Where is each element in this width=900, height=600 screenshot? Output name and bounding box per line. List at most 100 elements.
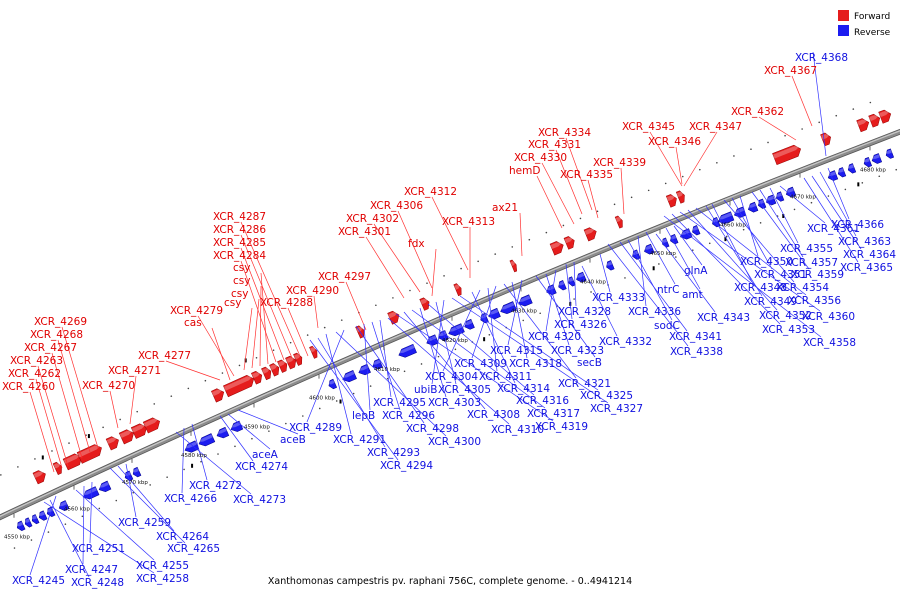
- reverse-gene-label[interactable]: XCR_4360: [802, 311, 855, 323]
- reverse-gene-label[interactable]: XCR_4368: [795, 52, 848, 64]
- reverse-gene-label[interactable]: XCR_4247: [65, 564, 118, 576]
- reverse-gene-label[interactable]: XCR_4304: [425, 371, 478, 383]
- forward-gene-label[interactable]: XCR_4312: [404, 186, 457, 198]
- reverse-gene-label[interactable]: XCR_4303: [428, 397, 481, 409]
- forward-gene-label[interactable]: XCR_4297: [318, 271, 371, 283]
- reverse-gene-label[interactable]: XCR_4348: [734, 282, 787, 294]
- forward-gene-label[interactable]: XCR_4290: [286, 285, 339, 297]
- reverse-gene-label[interactable]: XCR_4291: [333, 434, 386, 446]
- reverse-gene-label[interactable]: XCR_4245: [12, 575, 65, 587]
- forward-gene-label[interactable]: XCR_4302: [346, 213, 399, 225]
- reverse-gene-label[interactable]: XCR_4338: [670, 346, 723, 358]
- reverse-gene-label[interactable]: XCR_4359: [791, 269, 844, 281]
- forward-gene-label[interactable]: XCR_4284: [213, 250, 266, 262]
- forward-gene-label[interactable]: XCR_4270: [82, 380, 135, 392]
- reverse-gene-label[interactable]: aceA: [252, 449, 279, 461]
- reverse-gene-label[interactable]: XCR_4273: [233, 494, 286, 506]
- reverse-gene-label[interactable]: ntrC: [657, 284, 679, 296]
- reverse-gene-label[interactable]: XCR_4251: [72, 543, 125, 555]
- reverse-gene-label[interactable]: XCR_4358: [803, 337, 856, 349]
- forward-gene-label[interactable]: XCR_4279: [170, 305, 223, 317]
- reverse-gene-label[interactable]: XCR_4328: [558, 306, 611, 318]
- reverse-gene-label[interactable]: XCR_4361: [807, 223, 860, 235]
- forward-gene-label[interactable]: XCR_4330: [514, 152, 567, 164]
- forward-gene-label[interactable]: ax21: [492, 202, 518, 214]
- forward-gene-label[interactable]: hemD: [509, 165, 540, 177]
- reverse-gene-label[interactable]: XCR_4349: [744, 296, 797, 308]
- reverse-gene-label[interactable]: XCR_4353: [762, 324, 815, 336]
- reverse-gene-label[interactable]: XCR_4351: [754, 269, 807, 281]
- reverse-gene-label[interactable]: XCR_4264: [156, 531, 209, 543]
- forward-gene-label[interactable]: XCR_4301: [338, 226, 391, 238]
- reverse-gene-label[interactable]: glnA: [684, 265, 708, 277]
- reverse-gene-label[interactable]: XCR_4343: [697, 312, 750, 324]
- reverse-gene-label[interactable]: XCR_4323: [551, 345, 604, 357]
- reverse-gene-label[interactable]: XCR_4311: [479, 371, 532, 383]
- forward-gene-label[interactable]: XCR_4271: [108, 365, 161, 377]
- reverse-gene-label[interactable]: XCR_4365: [840, 262, 893, 274]
- forward-gene-label[interactable]: csy: [231, 288, 248, 300]
- reverse-gene-label[interactable]: XCR_4355: [780, 243, 833, 255]
- reverse-gene-label[interactable]: XCR_4317: [527, 408, 580, 420]
- reverse-gene-label[interactable]: XCR_4363: [838, 236, 891, 248]
- reverse-gene-label[interactable]: XCR_4336: [628, 306, 681, 318]
- forward-gene-label[interactable]: XCR_4267: [24, 342, 77, 354]
- reverse-gene-label[interactable]: XCR_4305: [438, 384, 491, 396]
- reverse-gene-label[interactable]: XCR_4354: [776, 282, 829, 294]
- reverse-gene-label[interactable]: XCR_4289: [289, 422, 342, 434]
- forward-gene-label[interactable]: XCR_4367: [764, 65, 817, 77]
- forward-gene-label[interactable]: XCR_4362: [731, 106, 784, 118]
- reverse-gene-label[interactable]: XCR_4357: [785, 257, 838, 269]
- reverse-gene-label[interactable]: XCR_4316: [516, 395, 569, 407]
- forward-gene-label[interactable]: XCR_4260: [2, 381, 55, 393]
- forward-gene-label[interactable]: XCR_4347: [689, 121, 742, 133]
- forward-gene-label[interactable]: XCR_4262: [8, 368, 61, 380]
- forward-gene-label[interactable]: XCR_4268: [30, 329, 83, 341]
- reverse-gene-label[interactable]: XCR_4341: [669, 331, 722, 343]
- reverse-gene-label[interactable]: XCR_4309: [454, 358, 507, 370]
- forward-gene-label[interactable]: XCR_4335: [560, 169, 613, 181]
- reverse-gene-label[interactable]: aceB: [280, 434, 306, 446]
- forward-gene-label[interactable]: XCR_4334: [538, 127, 591, 139]
- reverse-gene-label[interactable]: XCR_4308: [467, 409, 520, 421]
- forward-gene-label[interactable]: XCR_4287: [213, 211, 266, 223]
- forward-gene-label[interactable]: XCR_4269: [34, 316, 87, 328]
- reverse-gene-label[interactable]: XCR_4326: [554, 319, 607, 331]
- reverse-gene-label[interactable]: XCR_4272: [189, 480, 242, 492]
- reverse-gene-label[interactable]: XCR_4274: [235, 461, 288, 473]
- reverse-gene-label[interactable]: XCR_4258: [136, 573, 189, 585]
- reverse-gene-label[interactable]: XCR_4295: [373, 397, 426, 409]
- reverse-gene-label[interactable]: ubiB: [414, 384, 437, 396]
- reverse-gene-label[interactable]: XCR_4325: [580, 390, 633, 402]
- reverse-gene-label[interactable]: XCR_4319: [535, 421, 588, 433]
- reverse-gene-label[interactable]: XCR_4366: [831, 219, 884, 231]
- forward-gene-label[interactable]: XCR_4345: [622, 121, 675, 133]
- reverse-gene-label[interactable]: XCR_4296: [382, 410, 435, 422]
- forward-gene-label[interactable]: XCR_4286: [213, 224, 266, 236]
- reverse-gene-label[interactable]: XCR_4332: [599, 336, 652, 348]
- reverse-gene-label[interactable]: XCR_4352: [759, 310, 812, 322]
- forward-gene-label[interactable]: XCR_4331: [528, 139, 581, 151]
- reverse-gene-label[interactable]: XCR_4293: [367, 447, 420, 459]
- forward-gene-label[interactable]: XCR_4288: [260, 297, 313, 309]
- reverse-gene-label[interactable]: sodC: [654, 320, 680, 332]
- forward-gene-label[interactable]: cas: [184, 317, 202, 329]
- reverse-gene-label[interactable]: XCR_4314: [497, 383, 550, 395]
- reverse-gene-label[interactable]: XCR_4320: [528, 331, 581, 343]
- forward-gene-label[interactable]: XCR_4339: [593, 157, 646, 169]
- reverse-gene-label[interactable]: XCR_4294: [380, 460, 433, 472]
- reverse-gene-label[interactable]: XCR_4364: [843, 249, 896, 261]
- reverse-gene-label[interactable]: XCR_4333: [592, 292, 645, 304]
- reverse-gene-label[interactable]: XCR_4321: [558, 378, 611, 390]
- reverse-gene-label[interactable]: XCR_4266: [164, 493, 217, 505]
- forward-gene-label[interactable]: XCR_4263: [10, 355, 63, 367]
- reverse-gene-label[interactable]: XCR_4265: [167, 543, 220, 555]
- reverse-gene-label[interactable]: XCR_4255: [136, 560, 189, 572]
- forward-gene-label[interactable]: XCR_4346: [648, 136, 701, 148]
- forward-gene-label[interactable]: XCR_4277: [138, 350, 191, 362]
- reverse-gene-label[interactable]: amt: [682, 289, 703, 301]
- reverse-gene-label[interactable]: secB: [577, 357, 602, 369]
- forward-gene-label[interactable]: XCR_4306: [370, 200, 423, 212]
- reverse-gene-label[interactable]: XCR_4318: [509, 358, 562, 370]
- reverse-gene-label[interactable]: XCR_4350: [740, 256, 793, 268]
